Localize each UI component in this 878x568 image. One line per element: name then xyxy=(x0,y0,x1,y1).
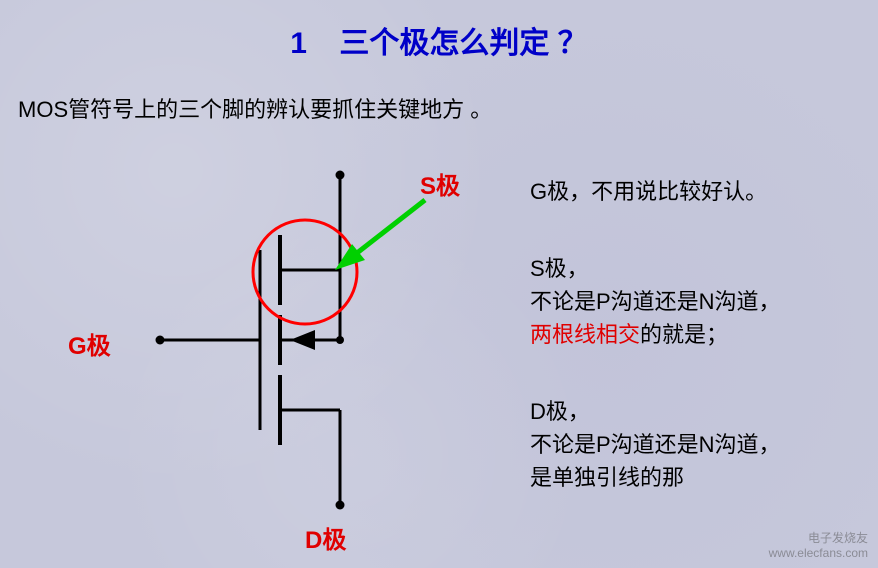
s-line3-rest: 的就是； xyxy=(640,322,728,347)
title-number: 1 xyxy=(290,27,307,60)
s-line3-red: 两根线相交 xyxy=(530,322,640,347)
g-description: G极，不用说比较好认。 xyxy=(530,175,860,208)
watermark-line2: www.elecfans.com xyxy=(769,546,868,562)
body-arrow xyxy=(290,330,315,350)
s-label: S极 xyxy=(420,166,460,201)
g-label: G极 xyxy=(68,326,111,361)
s-line1: S极， xyxy=(530,252,860,285)
s-description: S极， 不论是P沟道还是N沟道， 两根线相交的就是； xyxy=(530,252,860,351)
gate-terminal-dot xyxy=(156,336,165,345)
bottom-terminal-dot xyxy=(336,501,345,510)
junction-dot xyxy=(336,336,344,344)
mosfet-diagram: S极 G极 D极 xyxy=(30,160,470,560)
right-text-area: G极，不用说比较好认。 S极， 不论是P沟道还是N沟道， 两根线相交的就是； D… xyxy=(530,175,860,538)
green-arrow-line xyxy=(348,200,425,260)
watermark: 电子发烧友 www.elecfans.com xyxy=(769,531,868,562)
subtitle: MOS管符号上的三个脚的辨认要抓住关键地方 。 xyxy=(18,92,878,124)
d-line3: 是单独引线的那 xyxy=(530,461,860,494)
d-line1: D极， xyxy=(530,395,860,428)
title-text: 三个极怎么判定 ？ xyxy=(339,27,587,60)
d-label: D极 xyxy=(305,520,346,555)
page-title: 1 三个极怎么判定 ？ xyxy=(0,0,878,62)
g-desc-text: G极，不用说比较好认。 xyxy=(530,179,767,204)
watermark-line1: 电子发烧友 xyxy=(769,531,868,547)
d-line2: 不论是P沟道还是N沟道， xyxy=(530,428,860,461)
s-line3: 两根线相交的就是； xyxy=(530,318,860,351)
d-description: D极， 不论是P沟道还是N沟道， 是单独引线的那 xyxy=(530,395,860,494)
s-line2: 不论是P沟道还是N沟道， xyxy=(530,285,860,318)
